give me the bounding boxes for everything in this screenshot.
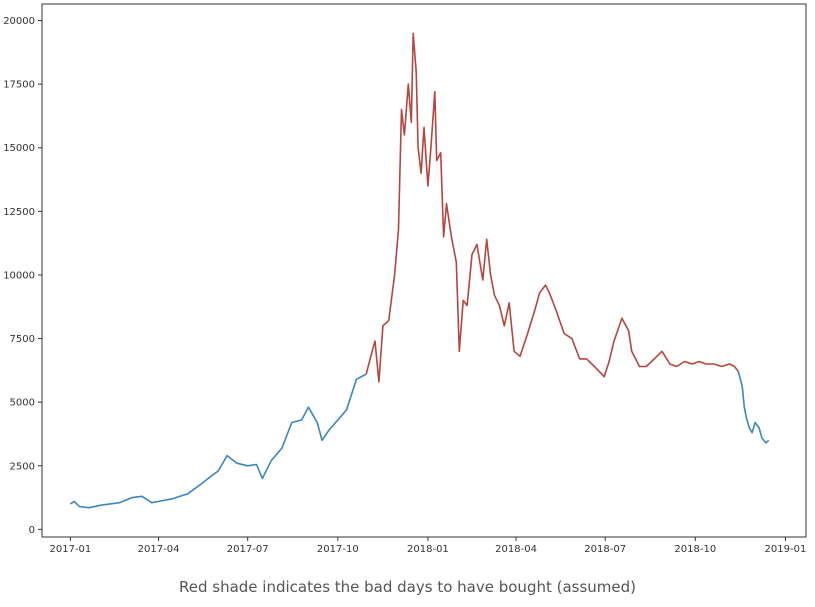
y-tick-label: 7500: [10, 334, 35, 345]
y-tick-label: 2500: [10, 461, 35, 472]
x-tick-label: 2017-10: [317, 544, 359, 555]
y-tick-label: 0: [29, 525, 35, 536]
x-tick-label: 2017-01: [50, 544, 92, 555]
plot-lines: [69, 32, 770, 509]
ticks: 2017-01 2017-04 2017-07 2017-10 2018-01 2018-…: [3, 16, 806, 555]
y-tick-label: 20000: [3, 16, 35, 27]
y-tick-label: 17500: [3, 80, 35, 91]
y-tick-label: 15000: [3, 143, 35, 154]
series-line-1: [69, 373, 367, 509]
x-tick-label: 2018-04: [495, 544, 537, 555]
y-tick-label: 5000: [10, 398, 35, 409]
x-tick-label: 2019-01: [765, 544, 807, 555]
line-chart: 2017-01 2017-04 2017-07 2017-10 2018-01 2018-…: [3, 3, 807, 555]
axes: [41, 3, 807, 538]
series-line-3: [737, 371, 770, 444]
y-tick-label: 10000: [3, 270, 35, 281]
x-tick-label: 2018-07: [584, 544, 626, 555]
x-tick-label: 2018-10: [674, 544, 716, 555]
series-line-2: [365, 32, 740, 383]
y-tick-label: 12500: [3, 207, 35, 218]
plot-frame: [41, 3, 807, 538]
chart-caption: Red shade indicates the bad days to have…: [178, 578, 637, 596]
x-tick-label: 2018-01: [407, 544, 449, 555]
x-tick-label: 2017-04: [138, 544, 180, 555]
x-tick-label: 2017-07: [227, 544, 269, 555]
